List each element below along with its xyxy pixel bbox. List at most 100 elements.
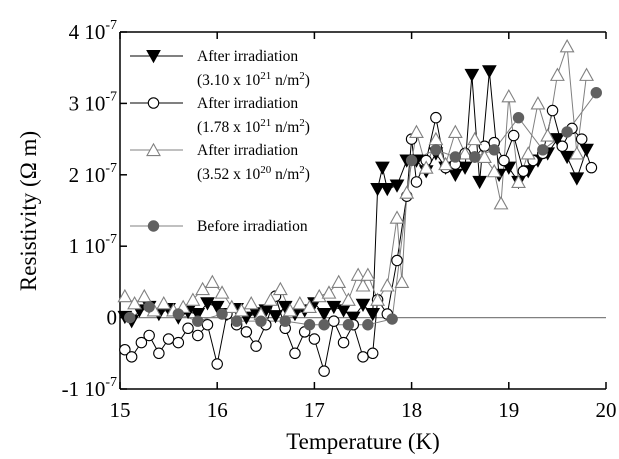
data-point	[360, 267, 376, 281]
x-axis-title: Temperature (K)	[286, 429, 440, 454]
data-point	[355, 278, 371, 292]
data-point	[326, 300, 342, 315]
data-point	[575, 133, 588, 145]
data-point	[272, 281, 288, 296]
data-point	[579, 67, 594, 81]
legend-marker	[146, 142, 161, 157]
data-point	[156, 296, 172, 310]
data-point	[394, 274, 410, 288]
data-point	[234, 303, 249, 317]
data-point	[355, 298, 371, 312]
legend-sublabel: (3.10 x 1021 n/m2)	[197, 70, 310, 89]
data-point	[362, 319, 374, 331]
data-point	[569, 146, 585, 160]
data-point	[379, 183, 395, 197]
legend-label: After irradiation	[197, 48, 298, 65]
data-point	[457, 161, 473, 175]
data-point	[263, 292, 279, 306]
data-point	[389, 179, 405, 193]
data-point	[488, 144, 500, 156]
data-point	[579, 143, 594, 158]
legend-entry-4: Before irradiation	[130, 218, 308, 235]
data-point	[302, 299, 317, 313]
data-point	[135, 336, 148, 349]
x-tick-label: 16	[207, 398, 228, 422]
data-point	[289, 347, 301, 360]
x-tick-label: 18	[401, 398, 422, 422]
axis-ticks: 15 16 17 18 19 20 -1 10-7 0 1 10-7 2 10-7 3 10-7 4 …	[62, 18, 617, 422]
data-point	[556, 140, 569, 152]
x-tick-label: 17	[304, 398, 325, 422]
data-point	[559, 150, 575, 165]
data-point	[255, 315, 267, 327]
legend-sublabel: (1.78 x 1021 n/m2)	[197, 117, 310, 136]
legend-label: Before irradiation	[197, 218, 308, 235]
data-point	[308, 333, 321, 345]
data-point	[464, 68, 480, 83]
plot-frame	[119, 31, 606, 390]
data-point	[447, 168, 463, 183]
y-tick-label: 2 10-7	[69, 161, 117, 187]
data-point	[143, 301, 155, 313]
y-tick-label: -1 10-7	[62, 375, 117, 401]
data-point	[507, 129, 520, 142]
data-point	[230, 315, 243, 327]
data-point	[430, 111, 442, 124]
data-point	[418, 160, 434, 174]
data-point	[162, 333, 175, 345]
y-axis-title: Resistivity (Ω m)	[16, 131, 41, 291]
data-point	[410, 176, 423, 188]
data-point	[559, 38, 575, 53]
series-points-1	[117, 65, 594, 329]
data-point	[447, 124, 463, 139]
data-point	[124, 311, 136, 324]
data-point	[370, 183, 385, 197]
data-point	[457, 146, 473, 160]
data-point	[379, 278, 395, 292]
data-point	[430, 144, 442, 156]
data-point	[590, 86, 602, 99]
series-line-1	[124, 71, 588, 322]
data-point	[311, 288, 327, 303]
data-point	[292, 296, 308, 310]
data-point	[399, 185, 415, 199]
data-point	[561, 126, 573, 138]
data-point	[585, 161, 598, 174]
data-point	[391, 254, 403, 267]
data-point	[316, 308, 332, 322]
data-point	[375, 161, 390, 175]
data-point	[303, 319, 316, 331]
data-point	[409, 124, 424, 139]
data-point	[200, 297, 215, 311]
data-point	[279, 315, 291, 327]
data-point	[357, 351, 369, 363]
x-tick-label: 19	[498, 398, 519, 422]
series-points-2	[119, 104, 598, 377]
y-tick-label: 0	[107, 306, 118, 330]
data-point	[365, 308, 381, 322]
data-point	[250, 340, 262, 352]
y-tick-label: 4 10-7	[69, 18, 117, 44]
data-point	[185, 292, 201, 306]
legend-label: After irradiation	[197, 142, 298, 159]
data-point	[321, 285, 337, 299]
series-markers	[117, 38, 602, 377]
legend-entry-3: After irradiation (3.52 x 1020 n/m2)	[130, 142, 310, 183]
data-point	[224, 299, 240, 313]
legend-marker	[147, 220, 160, 232]
data-point	[172, 336, 185, 349]
data-point	[331, 274, 347, 288]
data-point	[282, 303, 298, 317]
data-point	[201, 318, 214, 331]
legend-entry-1: After irradiation (3.10 x 1021 n/m2)	[130, 48, 310, 89]
data-point	[182, 322, 194, 335]
data-point	[520, 146, 536, 160]
data-point	[546, 104, 559, 117]
data-point	[540, 128, 556, 142]
series-points-4	[124, 86, 602, 331]
data-point	[243, 296, 259, 310]
x-tick-label: 15	[110, 398, 131, 422]
data-point	[469, 151, 481, 163]
data-point	[136, 288, 152, 303]
